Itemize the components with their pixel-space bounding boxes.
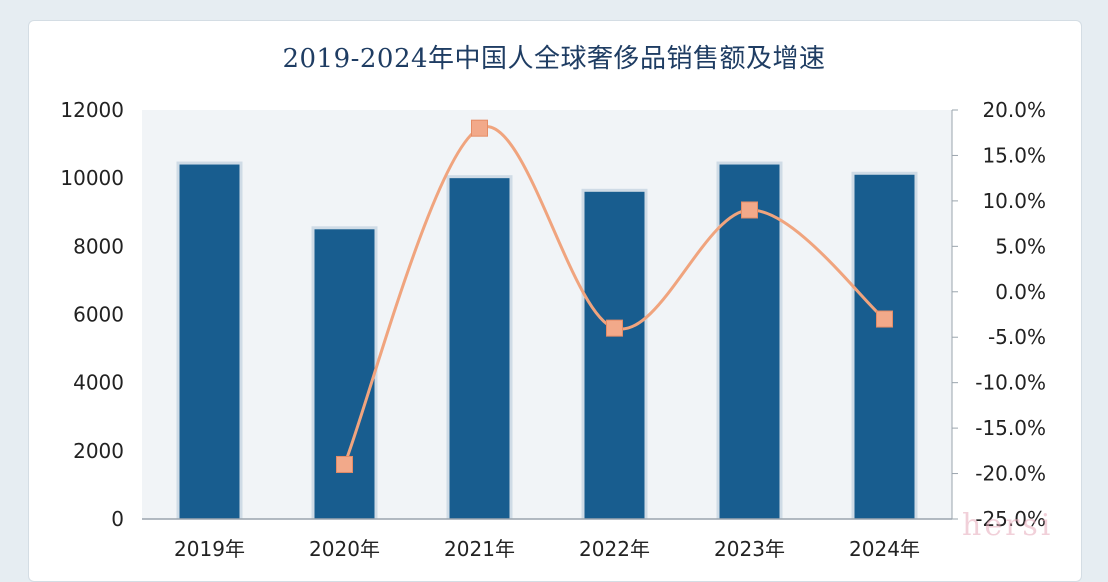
bar — [449, 178, 510, 519]
left-tick-label: 12000 — [60, 98, 124, 122]
line-series — [336, 119, 893, 473]
growth-point — [606, 319, 623, 337]
left-tick-label: 2000 — [73, 439, 124, 463]
x-tick-label: 2019年 — [174, 537, 245, 561]
right-axis: -25.0% -20.0% -15.0% -10.0% -5.0% 0.0% 5.0% 10.… — [951, 98, 1046, 531]
left-tick-label: 6000 — [73, 303, 124, 327]
right-tick-label: -5.0% — [988, 325, 1046, 349]
growth-point — [471, 119, 488, 137]
right-tick-label: 15.0% — [982, 143, 1046, 167]
growth-point — [336, 455, 353, 473]
right-tick-label: -15.0% — [975, 416, 1046, 440]
chart-title: 2019-2024年中国人全球奢侈品销售额及增速 — [282, 44, 826, 74]
right-tick-label: 20.0% — [982, 98, 1046, 122]
watermark-text: hersi — [962, 508, 1054, 543]
x-tick-label: 2021年 — [444, 537, 515, 561]
plot-area — [142, 110, 952, 519]
right-tick-label: 10.0% — [982, 189, 1046, 213]
x-axis: 2019年 2020年 2021年 2022年 2023年 2024年 — [174, 537, 920, 561]
left-tick-label: 0 — [111, 507, 124, 531]
growth-point — [876, 310, 893, 328]
chart-svg: 0 2000 4000 6000 8000 10000 12000 -25.0% -20.0%… — [60, 98, 1046, 561]
bar — [314, 229, 375, 519]
right-tick-label: -25.0% — [975, 507, 1046, 531]
x-tick-label: 2024年 — [849, 537, 920, 561]
left-tick-label: 10000 — [60, 166, 124, 190]
x-tick-label: 2020年 — [309, 537, 380, 561]
bar — [854, 174, 915, 519]
bar — [584, 191, 645, 520]
x-tick-label: 2023年 — [714, 537, 785, 561]
right-tick-label: 5.0% — [995, 234, 1046, 258]
growth-line — [343, 124, 886, 466]
x-tick-label: 2022年 — [579, 537, 650, 561]
bar — [719, 164, 780, 520]
right-tick-label: 0.0% — [995, 280, 1046, 304]
right-tick-label: -20.0% — [975, 462, 1046, 486]
left-axis: 0 2000 4000 6000 8000 10000 12000 — [60, 98, 124, 531]
right-tick-label: -10.0% — [975, 371, 1046, 395]
left-tick-label: 4000 — [73, 371, 124, 395]
bar-series — [176, 161, 918, 520]
left-tick-label: 8000 — [73, 234, 124, 258]
growth-point — [741, 201, 758, 219]
bar — [179, 164, 240, 520]
